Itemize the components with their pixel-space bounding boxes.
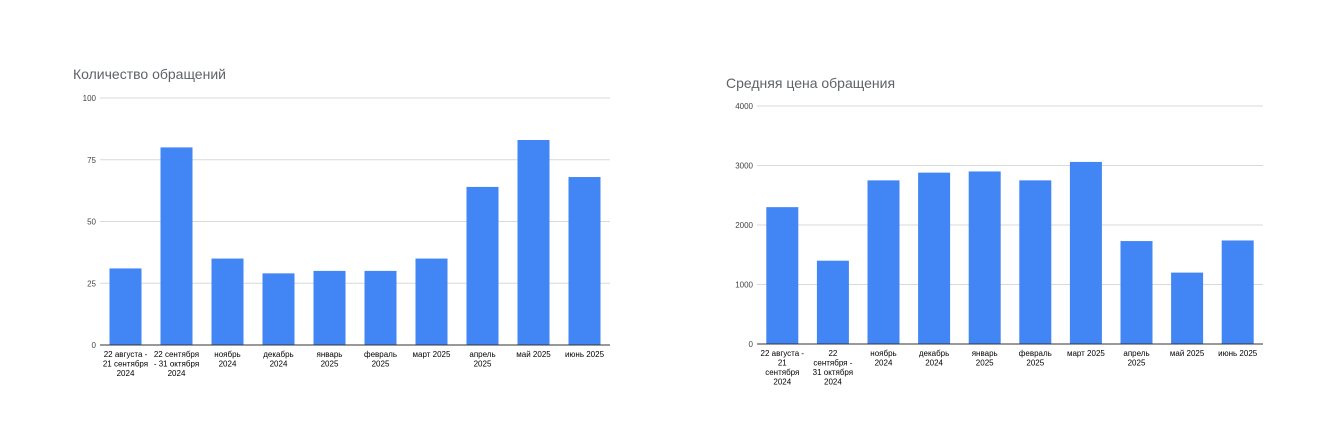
x-tick-label: март 2025 — [1067, 349, 1105, 358]
x-tick-label: декабрь 2024 — [919, 349, 949, 368]
y-tick-label: 75 — [87, 156, 96, 165]
x-tick-label: апрель 2025 — [469, 350, 495, 369]
y-tick-label: 0 — [92, 341, 97, 350]
chart-plot-area: 0 25 50 75 100 22 августа -21 сентября 202422 … — [83, 94, 610, 378]
x-tick-label: март 2025 — [413, 350, 451, 359]
x-tick-label: май 2025 — [516, 350, 551, 359]
bar — [1171, 272, 1204, 344]
bar — [415, 258, 448, 345]
y-tick-label: 50 — [87, 218, 96, 227]
x-tick-label: апрель 2025 — [1123, 349, 1149, 368]
bar — [766, 207, 799, 344]
y-tick-label: 3000 — [735, 162, 753, 171]
y-tick-label: 2000 — [735, 221, 753, 230]
chart-average-price: Средняя цена обращения 0 1000 2000 3000 4000… — [660, 0, 1340, 443]
x-tick-label: ноябрь 2024 — [870, 349, 896, 368]
bar — [466, 186, 499, 345]
bar — [313, 270, 346, 345]
bar — [568, 177, 601, 345]
bar — [517, 139, 550, 345]
x-tick-label: 22 августа -21 сентября 2024 — [761, 349, 805, 387]
y-tick-label: 4000 — [735, 102, 753, 111]
x-tick-label: 22 августа -21 сентября 2024 — [103, 350, 148, 378]
chart-plot-area: 0 1000 2000 3000 4000 22 августа -21 сентября 2… — [735, 102, 1263, 387]
x-tick-label: 22 сентября -31 октября 2024 — [813, 349, 853, 387]
y-tick-label: 25 — [87, 279, 96, 288]
x-tick-label: 22 сентября - 31 октября 2024 — [154, 350, 199, 378]
bar — [1221, 240, 1254, 344]
bar — [1120, 241, 1153, 344]
chart-requests-count: Количество обращений 0 25 50 75 100 22 август… — [0, 0, 660, 443]
x-tick-label: январь 2025 — [317, 350, 343, 369]
x-tick-label: май 2025 — [1170, 349, 1205, 358]
x-tick-label: июнь 2025 — [565, 350, 605, 359]
bar — [109, 268, 142, 345]
x-tick-label: январь 2025 — [972, 349, 998, 368]
x-tick-label: ноябрь 2024 — [214, 350, 240, 369]
chart-title: Средняя цена обращения — [726, 75, 896, 91]
x-tick-label: февраль 2025 — [1019, 349, 1052, 368]
y-tick-label: 1000 — [735, 281, 753, 290]
y-tick-label: 100 — [83, 94, 97, 103]
bar — [918, 172, 951, 344]
bar — [1069, 161, 1102, 344]
bar — [364, 270, 397, 345]
bar — [211, 258, 244, 345]
y-tick-label: 0 — [749, 340, 754, 349]
x-tick-label: декабрь 2024 — [263, 350, 293, 369]
bar — [1019, 180, 1052, 344]
bar — [968, 171, 1001, 344]
bar — [867, 180, 900, 344]
chart-title: Количество обращений — [73, 66, 226, 82]
x-tick-label: июнь 2025 — [1218, 349, 1258, 358]
x-tick-label: февраль 2025 — [364, 350, 397, 369]
bar — [160, 147, 193, 345]
bar — [262, 273, 295, 345]
bar — [816, 260, 849, 344]
